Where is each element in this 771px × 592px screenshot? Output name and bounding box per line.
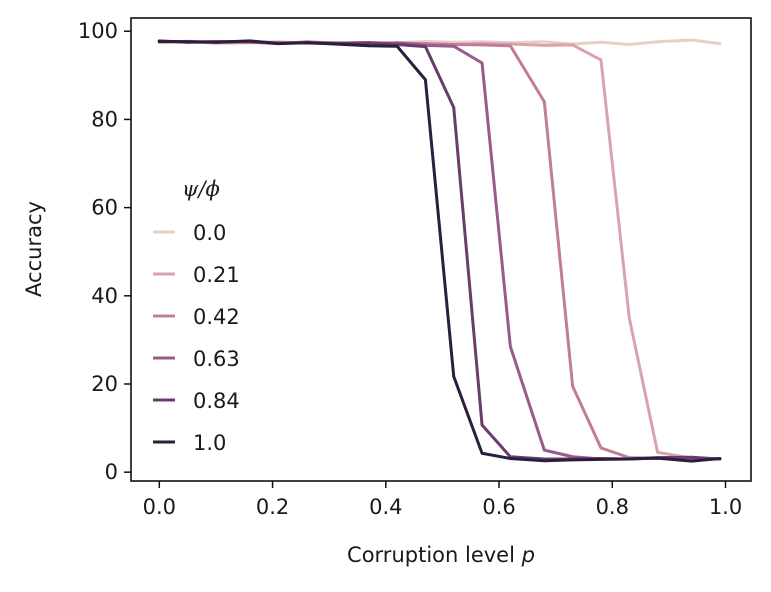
series-point — [627, 457, 631, 461]
series-point — [718, 42, 722, 45]
series-point — [627, 43, 631, 46]
series-point — [424, 45, 427, 49]
x-axis-label: Corruption level p — [347, 543, 535, 567]
legend-label: 1.0 — [193, 431, 226, 455]
x-axis: 0.0 0.2 0.4 0.6 0.8 1.0 — [143, 481, 742, 519]
series-point — [276, 42, 280, 45]
series-point — [599, 58, 603, 62]
series-point — [690, 459, 693, 463]
series-point — [599, 40, 603, 44]
series-point — [452, 44, 456, 48]
legend-title: ψ/ϕ — [182, 177, 220, 201]
y-tick-label: 60 — [91, 196, 118, 220]
series-point — [599, 446, 603, 450]
series-point — [305, 41, 308, 45]
series-point — [542, 459, 546, 463]
series-point — [599, 457, 603, 461]
series-point — [480, 61, 484, 65]
series-point — [214, 40, 218, 44]
series-point — [571, 43, 575, 47]
series-point — [452, 106, 456, 109]
x-axis-variable: p — [521, 543, 535, 567]
series-point — [508, 457, 512, 460]
series-point — [656, 456, 659, 460]
series-point — [333, 42, 337, 46]
series-point — [248, 39, 252, 43]
y-axis: 0 20 40 60 80 100 — [78, 19, 131, 484]
series-point — [508, 345, 512, 348]
series-point — [690, 38, 693, 42]
y-axis-label: Accuracy — [22, 201, 46, 297]
series-point — [690, 455, 693, 459]
legend-label: 0.84 — [193, 389, 240, 413]
series-point — [186, 40, 190, 44]
legend: ψ/ϕ 0.0 0.21 0.42 0.63 0.84 1.0 — [153, 177, 240, 455]
series-point — [718, 457, 722, 460]
x-tick-label: 0.4 — [369, 495, 402, 519]
series-point — [542, 40, 546, 44]
x-tick-label: 0.0 — [143, 495, 176, 519]
x-tick-label: 0.6 — [482, 495, 515, 519]
series-point — [157, 39, 161, 43]
y-tick-label: 100 — [78, 19, 118, 43]
series-point — [480, 451, 484, 455]
series-point — [424, 78, 427, 82]
series-point — [480, 423, 484, 427]
series-point — [367, 41, 371, 45]
series-point — [542, 43, 546, 47]
series-layer — [157, 38, 722, 463]
y-tick-label: 0 — [105, 460, 118, 484]
legend-label: 0.63 — [193, 347, 240, 371]
series-point — [656, 40, 659, 44]
legend-label: 0.21 — [193, 263, 240, 287]
series-line-1.0 — [157, 39, 722, 463]
series-point — [452, 375, 456, 378]
plot-frame — [130, 17, 752, 482]
y-tick-label: 80 — [91, 107, 118, 131]
x-tick-label: 1.0 — [709, 495, 742, 519]
series-point — [542, 100, 546, 104]
series-point — [367, 44, 371, 48]
series-point — [656, 450, 659, 454]
series-point — [395, 44, 399, 48]
series-point — [571, 384, 575, 388]
y-tick-label: 40 — [91, 284, 118, 308]
y-tick-label: 20 — [91, 372, 118, 396]
legend-label: 0.0 — [193, 221, 226, 245]
series-point — [508, 44, 512, 48]
x-axis-label-text: Corruption level — [347, 543, 515, 567]
x-tick-label: 0.2 — [256, 495, 289, 519]
series-point — [571, 458, 575, 462]
series-point — [480, 43, 484, 47]
x-tick-label: 0.8 — [596, 495, 629, 519]
series-point — [627, 316, 631, 320]
legend-label: 0.42 — [193, 305, 240, 329]
series-point — [542, 448, 546, 452]
